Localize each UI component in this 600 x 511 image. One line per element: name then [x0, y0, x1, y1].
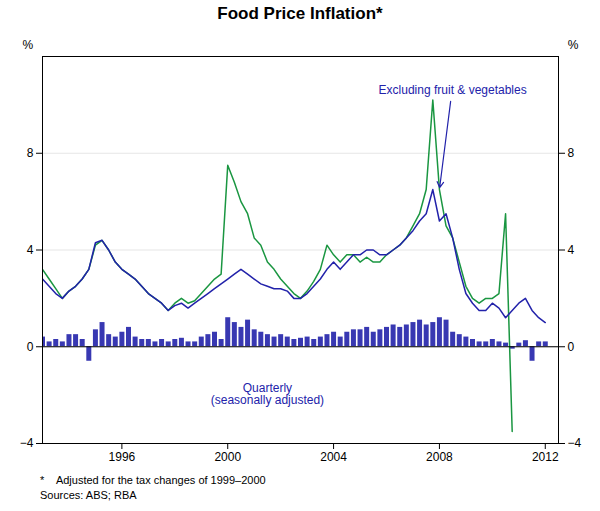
svg-text:2004: 2004 — [320, 450, 347, 464]
svg-text:%: % — [23, 38, 34, 52]
svg-text:Excluding fruit & vegetables: Excluding fruit & vegetables — [379, 83, 527, 97]
html-text:* Adjusted for the tax changes: * Adjusted for the tax changes of 1999–2… — [40, 474, 266, 486]
svg-text:2000: 2000 — [214, 450, 241, 464]
svg-text:−4: −4 — [568, 436, 582, 450]
svg-text:2012: 2012 — [532, 450, 559, 464]
svg-text:8: 8 — [27, 146, 34, 160]
svg-text:2008: 2008 — [426, 450, 453, 464]
svg-text:0: 0 — [27, 340, 34, 354]
svg-text:4: 4 — [568, 243, 575, 257]
svg-text:0: 0 — [568, 340, 575, 354]
svg-text:%: % — [568, 38, 579, 52]
svg-text:1996: 1996 — [109, 450, 136, 464]
svg-text:8: 8 — [568, 146, 575, 160]
svg-text:Quarterly(seasonally adjusted): Quarterly(seasonally adjusted) — [211, 381, 324, 407]
svg-text:−4: −4 — [20, 436, 34, 450]
html-text:Food Price Inflation*: Food Price Inflation* — [217, 4, 383, 23]
html-text:Sources: ABS; RBA: Sources: ABS; RBA — [40, 489, 137, 501]
svg-text:4: 4 — [27, 243, 34, 257]
